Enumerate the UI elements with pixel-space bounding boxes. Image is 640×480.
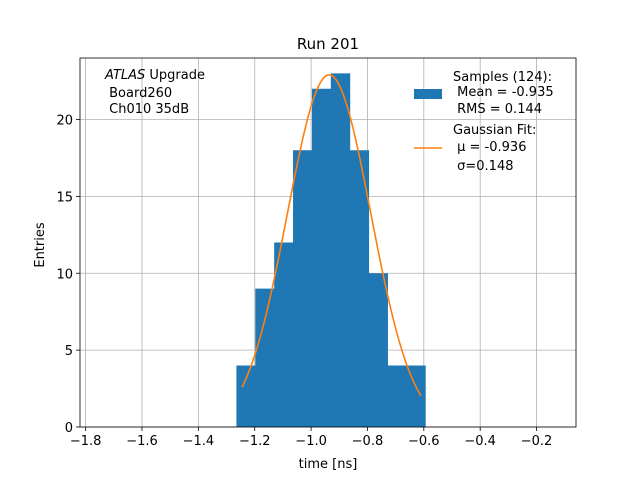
- legend-samples-mean: Mean = -0.935: [453, 85, 554, 100]
- y-tick-label: 0: [65, 421, 73, 436]
- x-tick-label: −0.8: [352, 434, 384, 449]
- upgrade-label: Upgrade: [145, 68, 205, 83]
- gaussian-fit-layer: [241, 74, 422, 397]
- chart-title: Run 201: [297, 35, 359, 53]
- legend-fit-mu: μ = -0.936: [453, 140, 526, 155]
- legend-fit-title: Gaussian Fit:: [453, 123, 536, 138]
- histogram-bar: [255, 288, 275, 427]
- legend: Samples (124): Mean = -0.935 RMS = 0.144…: [414, 70, 554, 174]
- x-tick-label: −0.6: [408, 434, 440, 449]
- legend-samples-title: Samples (124):: [453, 70, 552, 85]
- x-tick-label: −1.2: [239, 434, 271, 449]
- x-tick-label: −0.2: [521, 434, 553, 449]
- x-tick-label: −1.4: [183, 434, 215, 449]
- atlas-label: ATLAS: [104, 68, 145, 83]
- histogram-bar: [274, 242, 294, 427]
- annotation-line-3: Ch010 35dB: [105, 102, 189, 117]
- x-tick-label: −1.0: [295, 434, 327, 449]
- histogram-bars: [236, 73, 426, 427]
- gaussian-fit-curve: [241, 74, 422, 397]
- x-axis-ticks: −1.8 −1.6 −1.4 −1.2 −1.0 −0.8 −0.6 −0.4 −0.2: [70, 427, 552, 449]
- legend-samples-swatch: [414, 89, 442, 99]
- histogram-bar: [236, 365, 256, 427]
- histogram-bar: [293, 150, 313, 427]
- histogram-bar: [349, 150, 370, 427]
- histogram-bar: [330, 73, 351, 427]
- y-tick-label: 20: [56, 114, 73, 129]
- x-axis-label: time [ns]: [299, 457, 358, 472]
- y-tick-label: 15: [56, 190, 73, 205]
- y-tick-label: 10: [56, 267, 73, 282]
- legend-fit-sigma: σ=0.148: [453, 159, 513, 174]
- x-tick-label: −0.4: [464, 434, 496, 449]
- plot-frame: [79, 57, 577, 428]
- annotation-line-1: ATLAS Upgrade: [104, 68, 205, 83]
- y-axis-ticks: 0 5 10 15 20: [56, 114, 80, 436]
- x-tick-label: −1.8: [70, 434, 102, 449]
- histogram-bar: [311, 88, 332, 427]
- x-tick-label: −1.6: [126, 434, 158, 449]
- histogram-bar: [387, 365, 407, 427]
- annotation-line-2: Board260: [105, 86, 172, 101]
- y-axis-label: Entries: [33, 222, 48, 268]
- legend-samples-rms: RMS = 0.144: [453, 102, 542, 117]
- histogram-bar: [368, 273, 388, 427]
- histogram-bar: [406, 365, 426, 427]
- atlas-annotation: ATLAS Upgrade Board260 Ch010 35dB: [104, 68, 205, 117]
- y-tick-label: 5: [65, 344, 73, 359]
